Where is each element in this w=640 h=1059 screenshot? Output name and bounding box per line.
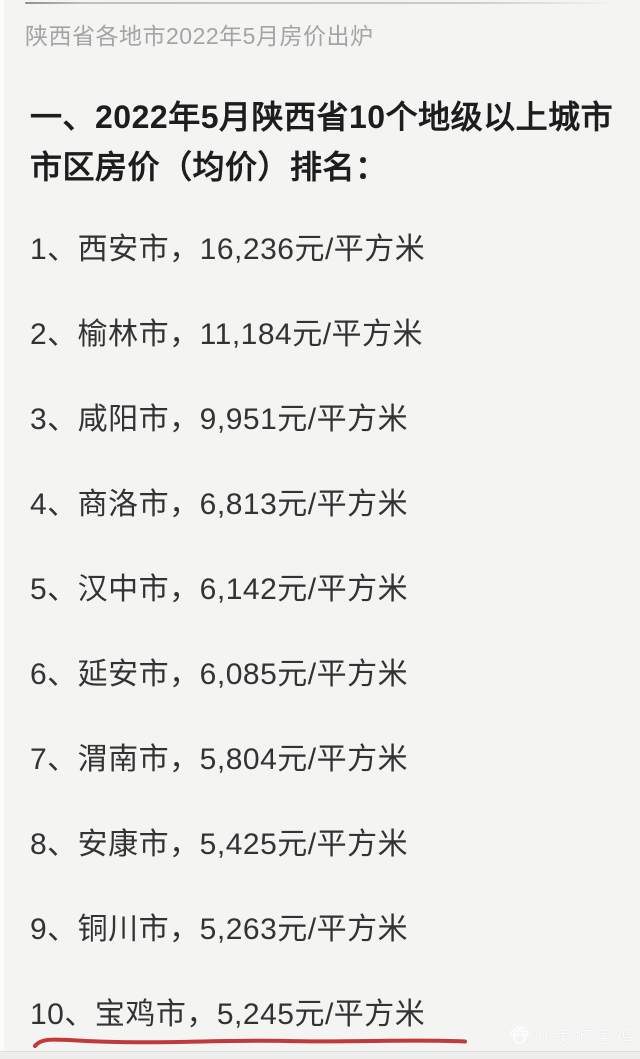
list-item-rank-1: 1、西安市，16,236元/平方米: [30, 233, 426, 266]
page-header: 陕西省各地市2022年5月房价出炉: [25, 22, 373, 50]
list-item-rank-6: 6、延安市，6,085元/平方米: [30, 658, 409, 691]
list-item-rank-10: 10、宝鸡市，5,245元/平方米: [30, 998, 426, 1031]
watermark-handle: @美城宝鸡: [533, 1027, 634, 1048]
section-heading-line1: 一、2022年5月陕西省10个地级以上城市: [30, 99, 614, 135]
section-heading-line2: 市区房价（均价）排名：: [30, 149, 388, 185]
list-item-rank-8: 8、安康市，5,425元/平方米: [30, 828, 409, 861]
list-item-rank-3: 3、咸阳市，9,951元/平方米: [30, 403, 409, 436]
list-item-rank-2: 2、榆林市，11,184元/平方米: [30, 318, 424, 351]
list-item-rank-5: 5、汉中市，6,142元/平方米: [30, 573, 409, 606]
page-title: 陕西省各地市2022年5月房价出炉: [25, 23, 374, 49]
section-heading: 一、2022年5月陕西省10个地级以上城市 市区房价（均价）排名：: [30, 92, 630, 192]
left-edge-strip: [0, 0, 4, 1059]
watermark: @美城宝鸡: [509, 1022, 634, 1049]
list-item-rank-4: 4、商洛市，6,813元/平方米: [30, 488, 409, 521]
red-underline: [33, 1037, 467, 1048]
list-item-rank-7: 7、渭南市，5,804元/平方米: [30, 743, 409, 776]
top-divider-line: [25, 2, 619, 4]
bottom-edge-strip: [0, 1051, 640, 1059]
baidu-paw-icon: [509, 1026, 529, 1044]
list-item-rank-9: 9、铜川市，5,263元/平方米: [30, 913, 409, 946]
